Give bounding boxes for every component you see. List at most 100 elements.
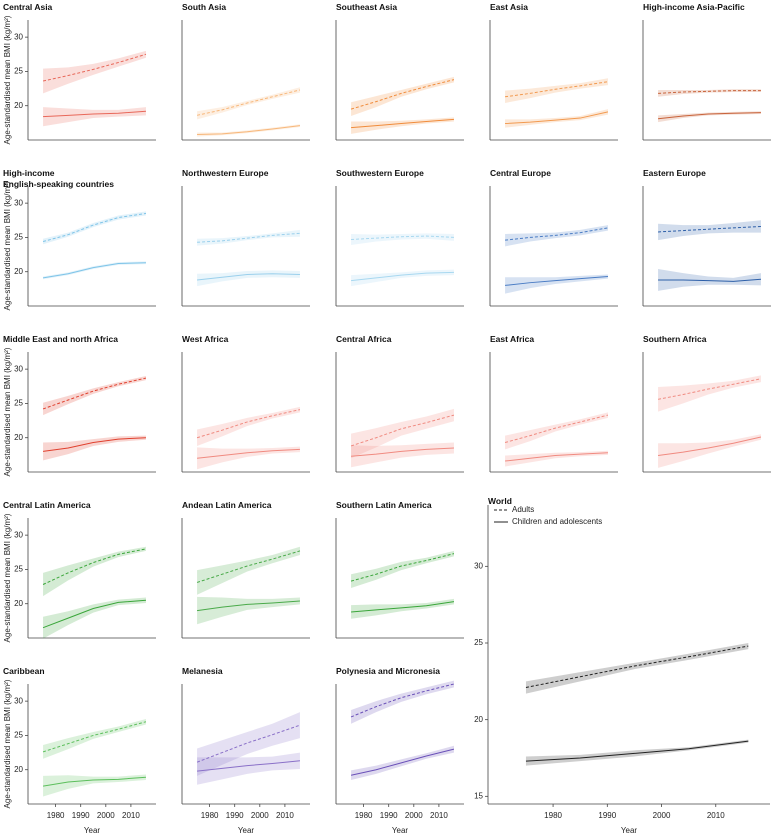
panel-title: Middle East and north Africa — [3, 334, 118, 344]
series-line — [42, 599, 146, 629]
panel-title: World — [488, 496, 512, 506]
series-line — [42, 377, 147, 410]
uncertainty-band — [197, 87, 300, 120]
series-line — [351, 447, 454, 457]
series-line — [42, 437, 146, 452]
panel-title: Central Asia — [3, 2, 53, 12]
x-axis-label: Year — [621, 826, 638, 835]
x-tick-label: 1990 — [226, 811, 244, 820]
y-axis-label: Age-standardised mean BMI (kg/m²) — [3, 513, 12, 642]
panel-title: Andean Latin America — [182, 500, 272, 510]
uncertainty-band — [43, 376, 146, 416]
series-line — [42, 212, 147, 243]
series-line — [351, 271, 454, 282]
uncertainty-band — [197, 446, 300, 470]
legend-label: Adults — [512, 505, 534, 514]
y-axis-label: Age-standardised mean BMI (kg/m²) — [3, 15, 12, 144]
series-line — [505, 276, 608, 286]
y-tick-label: 20 — [14, 599, 23, 608]
legend-label: Children and adolescents — [512, 517, 602, 526]
x-axis-label: Year — [392, 826, 409, 835]
panel: 15 20 25 30 1980 1990 2000 2010 Year Adults Childr… — [474, 505, 770, 835]
series-line — [196, 409, 301, 439]
uncertainty-band — [197, 596, 300, 625]
series-line — [42, 548, 147, 585]
panel-title: South Asia — [182, 2, 227, 12]
series-line — [658, 225, 761, 233]
series-line — [197, 125, 301, 136]
panel-title: Central Europe — [490, 168, 551, 178]
y-axis-label: Age-standardised mean BMI (kg/m²) — [3, 347, 12, 476]
series-line — [197, 273, 300, 281]
x-tick-label: 1980 — [201, 811, 219, 820]
series-line — [657, 378, 762, 400]
series-line — [505, 111, 609, 125]
x-tick-label: 2010 — [122, 811, 140, 820]
uncertainty-band — [43, 546, 146, 597]
series-line — [196, 600, 300, 612]
panel — [335, 518, 464, 639]
x-tick-label: 2000 — [653, 811, 671, 820]
uncertainty-band — [43, 774, 146, 797]
uncertainty-band — [658, 111, 761, 123]
y-tick-label: 25 — [14, 233, 23, 242]
series-line — [196, 89, 301, 116]
uncertainty-band — [351, 269, 454, 287]
x-tick-label: 2010 — [430, 811, 448, 820]
x-tick-label: 2000 — [405, 811, 423, 820]
panel — [181, 186, 310, 307]
y-tick-label: 15 — [474, 791, 483, 800]
uncertainty-band — [505, 274, 608, 294]
uncertainty-band — [505, 109, 608, 128]
panel-title: Southern Africa — [643, 334, 707, 344]
series-line — [350, 553, 455, 582]
panel-title: West Africa — [182, 334, 229, 344]
uncertainty-band — [658, 220, 761, 241]
series-line — [658, 90, 761, 94]
panel-title: Northwestern Europe — [182, 168, 269, 178]
panel-title: Caribbean — [3, 666, 45, 676]
series-line — [197, 760, 301, 772]
panel-title: Southwestern Europe — [336, 168, 424, 178]
uncertainty-band — [43, 107, 146, 127]
uncertainty-band — [351, 598, 454, 619]
panel — [335, 186, 464, 307]
x-tick-label: 2000 — [97, 811, 115, 820]
x-tick-label: 2010 — [276, 811, 294, 820]
panel — [489, 20, 618, 141]
uncertainty-band — [43, 261, 146, 280]
series-line — [351, 118, 454, 129]
series-line — [42, 721, 147, 753]
uncertainty-band — [197, 546, 300, 595]
panel-title: Polynesia and Micronesia — [336, 666, 440, 676]
uncertainty-band — [658, 89, 761, 97]
y-tick-label: 30 — [14, 198, 23, 207]
uncertainty-band — [351, 680, 454, 724]
uncertainty-band — [658, 434, 761, 468]
panel — [181, 352, 310, 473]
panel — [181, 518, 310, 639]
x-tick-label: 1990 — [598, 811, 616, 820]
series-line — [350, 748, 455, 776]
x-tick-label: 1990 — [72, 811, 90, 820]
y-tick-label: 20 — [474, 715, 483, 724]
uncertainty-band — [197, 752, 300, 785]
panel-title: High-income Asia-Pacific — [643, 2, 745, 12]
y-tick-label: 25 — [474, 638, 483, 647]
uncertainty-band — [658, 268, 761, 291]
series-line — [351, 235, 454, 240]
panel — [335, 20, 464, 141]
panel — [335, 352, 464, 473]
y-tick-label: 25 — [14, 67, 23, 76]
series-line — [43, 110, 146, 118]
series-line — [658, 112, 761, 120]
uncertainty-band — [43, 211, 146, 245]
y-tick-label: 30 — [14, 530, 23, 539]
y-tick-label: 30 — [474, 561, 483, 570]
uncertainty-band — [197, 712, 300, 776]
